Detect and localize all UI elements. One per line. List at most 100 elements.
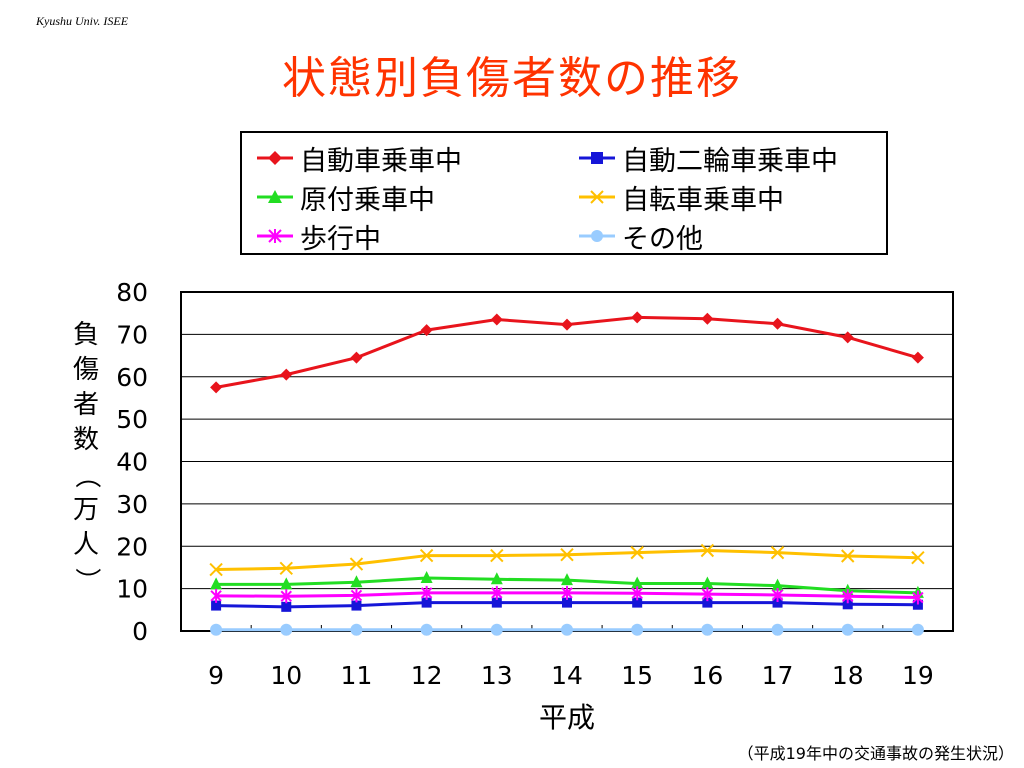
chart-legend: 自動車乗車中 原付乗車中 歩行中 自動二輪車乗車中 自転車乗車中 その他	[240, 131, 888, 255]
data-point	[210, 623, 223, 636]
y-axis-label-char: 傷	[72, 355, 99, 385]
x-tick-label: 15	[621, 661, 653, 690]
legend-item-motorcycle: 自動二輪車乗車中	[578, 139, 838, 177]
y-axis-label-char: （	[71, 462, 102, 489]
legend-label-car: 自動車乗車中	[300, 145, 462, 177]
legend-item-pedestrian: 歩行中	[256, 217, 381, 255]
legend-label-motorcycle: 自動二輪車乗車中	[622, 145, 838, 177]
legend-label-moped: 原付乗車中	[300, 184, 435, 216]
x-tick-label: 11	[341, 661, 373, 690]
y-axis-label-char: 負	[72, 320, 99, 350]
y-tick-label: 20	[116, 532, 148, 561]
legend-marker-triangle	[257, 190, 293, 203]
legend-item-other: その他	[578, 217, 703, 255]
x-tick-label: 10	[270, 661, 302, 690]
source-note: （平成19年中の交通事故の発生状況）	[737, 744, 1014, 763]
data-point	[281, 601, 292, 612]
data-point	[841, 623, 854, 636]
x-tick-label: 14	[551, 661, 583, 690]
data-point	[349, 557, 364, 571]
data-point	[841, 549, 855, 563]
data-point	[210, 381, 223, 394]
data-point	[912, 590, 924, 605]
data-point	[420, 324, 433, 337]
x-tick-label: 9	[208, 661, 224, 690]
data-point	[280, 589, 292, 604]
data-point	[771, 317, 784, 330]
data-point	[490, 548, 504, 563]
data-point	[211, 600, 222, 611]
data-point	[701, 576, 714, 589]
y-axis-label-char: 者	[72, 390, 99, 420]
data-point	[421, 597, 432, 608]
x-tick-label: 18	[832, 661, 864, 690]
data-point	[491, 597, 502, 608]
y-axis-label-char: 人	[72, 530, 99, 560]
data-point	[631, 623, 644, 636]
data-point	[560, 548, 574, 562]
y-tick-label: 80	[116, 278, 148, 307]
x-tick-label: 19	[902, 661, 934, 690]
x-axis-label: 平成	[539, 701, 595, 734]
data-point	[350, 575, 363, 588]
legend-marker-circle	[579, 230, 615, 242]
legend-item-moped: 原付乗車中	[256, 178, 435, 216]
data-point	[210, 577, 223, 590]
legend-label-bicycle: 自転車乗車中	[622, 184, 784, 216]
data-point	[279, 561, 293, 575]
data-point	[420, 571, 433, 584]
data-point	[561, 585, 573, 600]
data-point	[490, 623, 503, 636]
data-point	[772, 597, 783, 608]
x-tick-label: 16	[691, 661, 723, 690]
data-point	[631, 311, 644, 324]
y-axis-label-char: 数	[72, 425, 99, 455]
y-axis-label-char: 万	[72, 495, 99, 525]
data-point	[701, 587, 714, 602]
data-point	[420, 623, 433, 636]
y-tick-label: 30	[116, 490, 148, 519]
legend-marker-square	[579, 152, 615, 164]
x-tick-label: 12	[411, 661, 443, 690]
legend-label-pedestrian: 歩行中	[300, 223, 381, 255]
data-point	[350, 623, 363, 636]
data-point	[632, 597, 643, 608]
data-point	[351, 600, 362, 611]
y-tick-label: 70	[116, 320, 148, 349]
data-point	[771, 587, 784, 602]
data-point	[561, 318, 573, 331]
data-point	[702, 597, 713, 608]
data-point	[491, 585, 503, 600]
x-tick-label: 17	[762, 661, 794, 690]
data-point	[630, 545, 644, 560]
data-point	[770, 545, 785, 560]
institution-label: Kyushu Univ. ISEE	[36, 14, 129, 28]
data-point	[841, 331, 854, 344]
data-point	[350, 588, 363, 603]
data-point	[911, 550, 925, 565]
data-point	[209, 562, 223, 577]
data-point	[911, 351, 924, 364]
data-point	[701, 623, 714, 636]
data-point	[280, 623, 293, 636]
y-tick-label: 50	[116, 405, 148, 434]
data-point	[490, 313, 503, 326]
data-point	[700, 543, 715, 558]
data-point	[911, 623, 924, 636]
data-point	[771, 623, 784, 636]
data-point	[701, 312, 714, 325]
data-point	[631, 576, 644, 589]
data-point	[842, 589, 854, 604]
y-tick-label: 0	[132, 617, 148, 646]
data-point	[561, 623, 573, 636]
data-point	[280, 368, 293, 381]
y-tick-label: 60	[116, 363, 148, 392]
data-point	[420, 585, 433, 600]
legend-marker-asterisk	[257, 229, 293, 243]
data-point	[490, 572, 503, 585]
legend-marker-diamond	[257, 151, 293, 165]
data-point	[350, 351, 363, 364]
chart-title: 状態別負傷者数の推移	[282, 53, 742, 104]
data-point	[631, 586, 643, 601]
legend-label-other: その他	[622, 223, 703, 255]
